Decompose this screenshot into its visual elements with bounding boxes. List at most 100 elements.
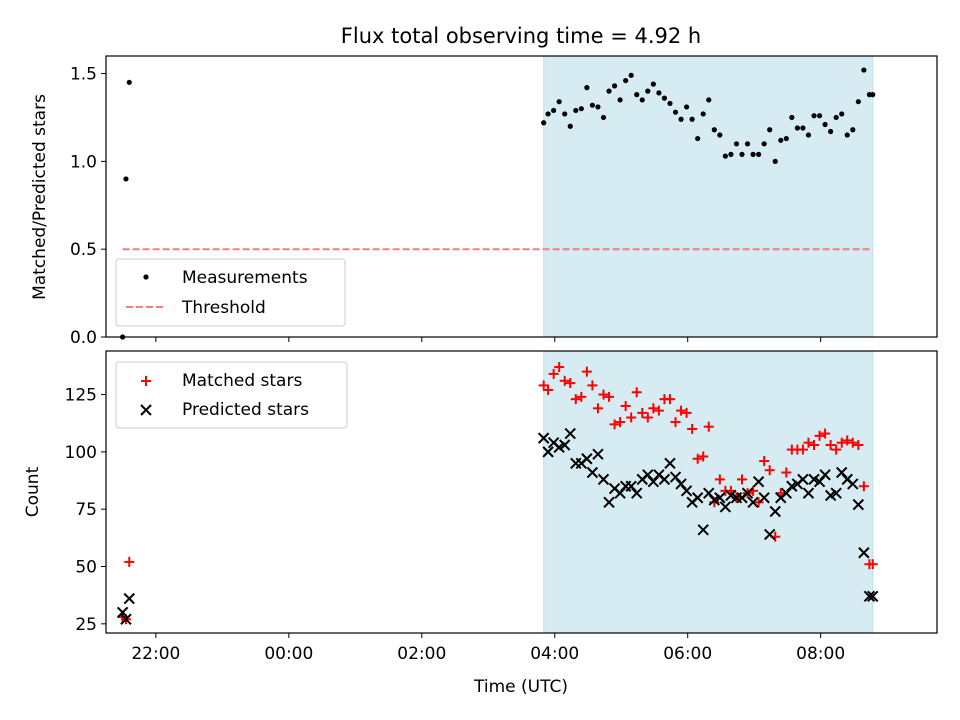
matched-stars-marker [842, 435, 853, 446]
measurement-point [750, 151, 756, 157]
measurement-point [839, 111, 845, 117]
predicted-stars-marker [542, 446, 554, 458]
predicted-stars-marker [116, 606, 129, 619]
matched-stars-marker [576, 391, 587, 402]
y-tick-label: 100 [65, 443, 97, 463]
measurement-point [711, 127, 717, 133]
legend-box [115, 258, 346, 327]
predicted-stars-marker [691, 492, 704, 504]
measurement-point [744, 141, 751, 147]
y-tick-label: 0.5 [70, 240, 97, 260]
matched-stars-marker [626, 412, 637, 423]
measurement-point [833, 114, 839, 121]
axes-frame [105, 55, 938, 338]
measurement-point [573, 107, 579, 114]
predicted-stars-marker [852, 498, 865, 511]
predicted-stars-marker [797, 473, 809, 486]
predicted-stars-marker [867, 590, 879, 603]
measurement-point [739, 151, 745, 157]
predicted-stars-marker [714, 492, 726, 504]
bottom-panel: 25 50 75 100 125 22:00 00:00 02:00 04:00 06:00 08:… [65, 350, 938, 664]
measurement-point [623, 77, 629, 84]
predicted-stars-marker [858, 547, 870, 559]
measurement-point [822, 121, 828, 128]
predicted-stars-marker [664, 457, 676, 470]
measurement-point [816, 113, 823, 119]
legend-threshold-label: Threshold [181, 298, 266, 318]
measurement-point [689, 116, 695, 122]
measurement-point [545, 111, 551, 117]
measurement-point [562, 111, 568, 117]
matched-stars-marker [814, 430, 825, 441]
predicted-stars-marker [747, 496, 759, 509]
legend: Matched stars Predicted stars [115, 361, 348, 429]
matched-stars-marker [803, 437, 814, 448]
predicted-stars-marker [769, 505, 781, 518]
top-panel: 0.0 0.5 1.0 1.5 Measurements Threshold [70, 55, 938, 348]
legend-matched-label: Matched stars [182, 371, 302, 391]
matched-stars-marker [543, 384, 554, 395]
measurement-point [678, 116, 684, 122]
measurement-point [611, 83, 618, 89]
measurement-point [805, 132, 812, 138]
measurement-point [656, 90, 662, 96]
y-tick-label: 1.0 [70, 152, 97, 172]
matched-stars-marker [565, 378, 576, 389]
measurement-point [767, 127, 773, 133]
measurement-point [578, 106, 584, 112]
predicted-stars-marker [592, 448, 604, 460]
predicted-stars-marker [830, 487, 842, 499]
predicted-stars-marker [719, 501, 732, 513]
matched-stars-marker [609, 419, 620, 430]
top-y-axis-label: Matched/Predicted stars [30, 94, 50, 300]
measurement-point [794, 125, 800, 131]
measurement-point [556, 99, 562, 105]
measurement-point [667, 100, 673, 107]
measurement-point [650, 81, 656, 87]
predicted-stars-marker [631, 487, 643, 499]
y-tick-label: 75 [75, 500, 97, 520]
matched-stars-marker [692, 453, 703, 464]
matched-stars-marker [759, 456, 770, 467]
matched-stars-marker [753, 497, 764, 508]
matched-stars-marker [538, 380, 549, 391]
matched-stars-marker [820, 428, 831, 439]
matched-stars-marker [570, 394, 581, 405]
matched-stars-marker [604, 391, 615, 402]
matched-stars-marker [559, 375, 570, 386]
measurement-point [541, 120, 547, 126]
predicted-stars-marker [123, 592, 135, 605]
measurement-point [700, 111, 706, 117]
matched-stars-marker [598, 389, 609, 400]
measurement-point [783, 135, 789, 142]
measurement-point [728, 151, 734, 157]
measurement-point [589, 102, 596, 108]
matched-stars-marker [714, 474, 725, 485]
measurement-point [567, 123, 573, 129]
predicted-stars-marker [581, 453, 593, 465]
legend-measurements-label: Measurements [182, 268, 308, 288]
matched-stars-marker [797, 444, 808, 455]
measurement-point [123, 176, 129, 182]
measurement-point [844, 132, 850, 138]
predicted-stars-marker [758, 492, 770, 504]
matched-stars-marker [615, 417, 626, 428]
matched-stars-marker [764, 465, 775, 476]
matched-stars-marker [124, 556, 135, 567]
measurement-point [634, 92, 640, 98]
matched-stars-marker [736, 474, 747, 485]
measurement-point [855, 99, 861, 105]
measurement-point [717, 132, 723, 138]
predicted-stars-marker [120, 613, 132, 625]
predicted-stars-marker [819, 469, 831, 481]
y-tick-label: 125 [65, 386, 97, 406]
matched-stars-marker [687, 423, 698, 434]
matched-stars-marker [592, 403, 603, 414]
predicted-stars-marker [697, 524, 709, 536]
matched-stars-marker [698, 451, 709, 462]
matched-stars-marker [670, 417, 681, 428]
predicted-stars-marker [559, 439, 571, 451]
predicted-stars-marker [863, 590, 876, 603]
measurement-point [811, 113, 817, 119]
